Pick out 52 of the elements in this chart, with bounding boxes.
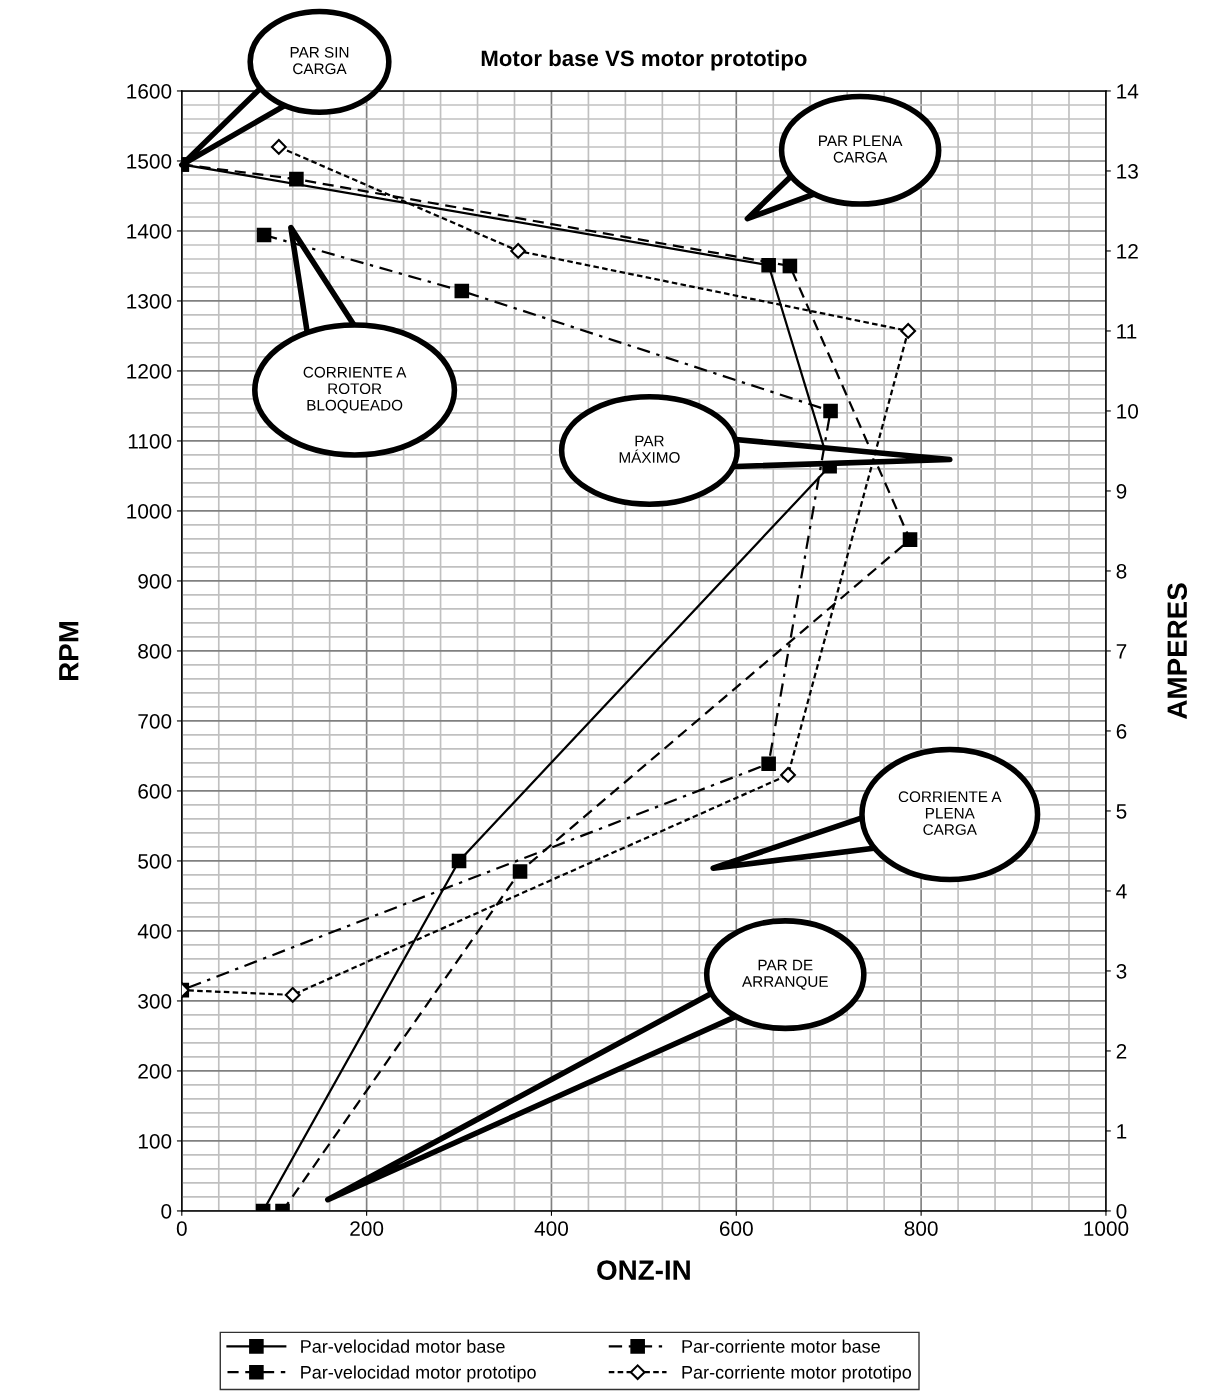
x-tick-label: 0 [176, 1221, 187, 1236]
text: PAR SIN CARGA [290, 46, 349, 75]
y-tick-label: 1500 [127, 153, 172, 169]
y2-tick-label: 7 [1116, 644, 1127, 659]
annotation: CORRIENTE A PLENA CARGA [898, 791, 1002, 836]
y2-tick-label: 14 [1117, 84, 1139, 99]
y2-tick-label: 2 [1116, 1043, 1127, 1059]
x-tick-label: 200 [350, 1221, 384, 1236]
y-tick-label: 800 [138, 643, 172, 659]
legend-label: Par-corriente motor prototipo [682, 1365, 912, 1383]
y2-tick-label: 0 [1116, 1203, 1127, 1219]
x-tick-label: 400 [534, 1221, 569, 1236]
y2-tick-label: 12 [1117, 243, 1138, 259]
y2-axis-title: AMPERES [1167, 583, 1188, 719]
y-tick-label: 600 [138, 783, 172, 799]
y2-tick-label: 9 [1116, 483, 1127, 499]
y-tick-label: 1300 [127, 293, 172, 309]
chart-title: Motor base VS motor prototipo [481, 49, 807, 71]
x-tick-label: 1000 [1084, 1221, 1129, 1236]
y-tick-label: 1600 [127, 83, 172, 99]
x-tick-label: 800 [904, 1221, 938, 1236]
legend-label: Par-velocidad motor base [301, 1339, 505, 1353]
y-tick-label: 100 [138, 1133, 172, 1149]
y2-tick-label: 11 [1117, 324, 1137, 339]
y-tick-label: 1400 [127, 223, 172, 239]
y2-tick-label: 10 [1117, 403, 1139, 419]
y-tick-label: 400 [137, 923, 172, 939]
y2-tick-label: 13 [1117, 163, 1138, 179]
annotation: PAR DE ARRANQUE [742, 959, 828, 990]
annotation: PAR MÁXIMO [619, 435, 680, 463]
y-axis-title: RPM [59, 621, 79, 680]
y2-tick-label: 6 [1116, 723, 1127, 739]
y-tick-label: 0 [161, 1203, 172, 1219]
y-tick-label: 1000 [127, 503, 172, 519]
y2-tick-label: 8 [1116, 563, 1127, 579]
y2-tick-label: 5 [1116, 804, 1127, 819]
y2-tick-label: 3 [1116, 963, 1127, 979]
x-axis-title: ONZ-IN [597, 1260, 690, 1280]
annotation: CORRIENTE A ROTOR BLOQUEADO [303, 366, 407, 414]
y-tick-label: 900 [138, 573, 172, 589]
y-tick-label: 300 [138, 993, 172, 1009]
y-tick-label: 500 [138, 853, 172, 869]
y-tick-label: 1100 [128, 433, 172, 449]
y2-tick-label: 4 [1116, 884, 1127, 899]
y-tick-label: 700 [138, 713, 172, 729]
y2-tick-label: 1 [1117, 1124, 1127, 1139]
legend-label: Par-corriente motor base [682, 1339, 880, 1353]
annotation: PAR PLENA CARGA [819, 135, 903, 163]
y-tick-label: 1200 [127, 363, 172, 379]
y-tick-label: 200 [138, 1063, 172, 1079]
x-tick-label: 600 [719, 1221, 753, 1236]
legend-label: Par-velocidad motor prototipo [301, 1365, 536, 1383]
